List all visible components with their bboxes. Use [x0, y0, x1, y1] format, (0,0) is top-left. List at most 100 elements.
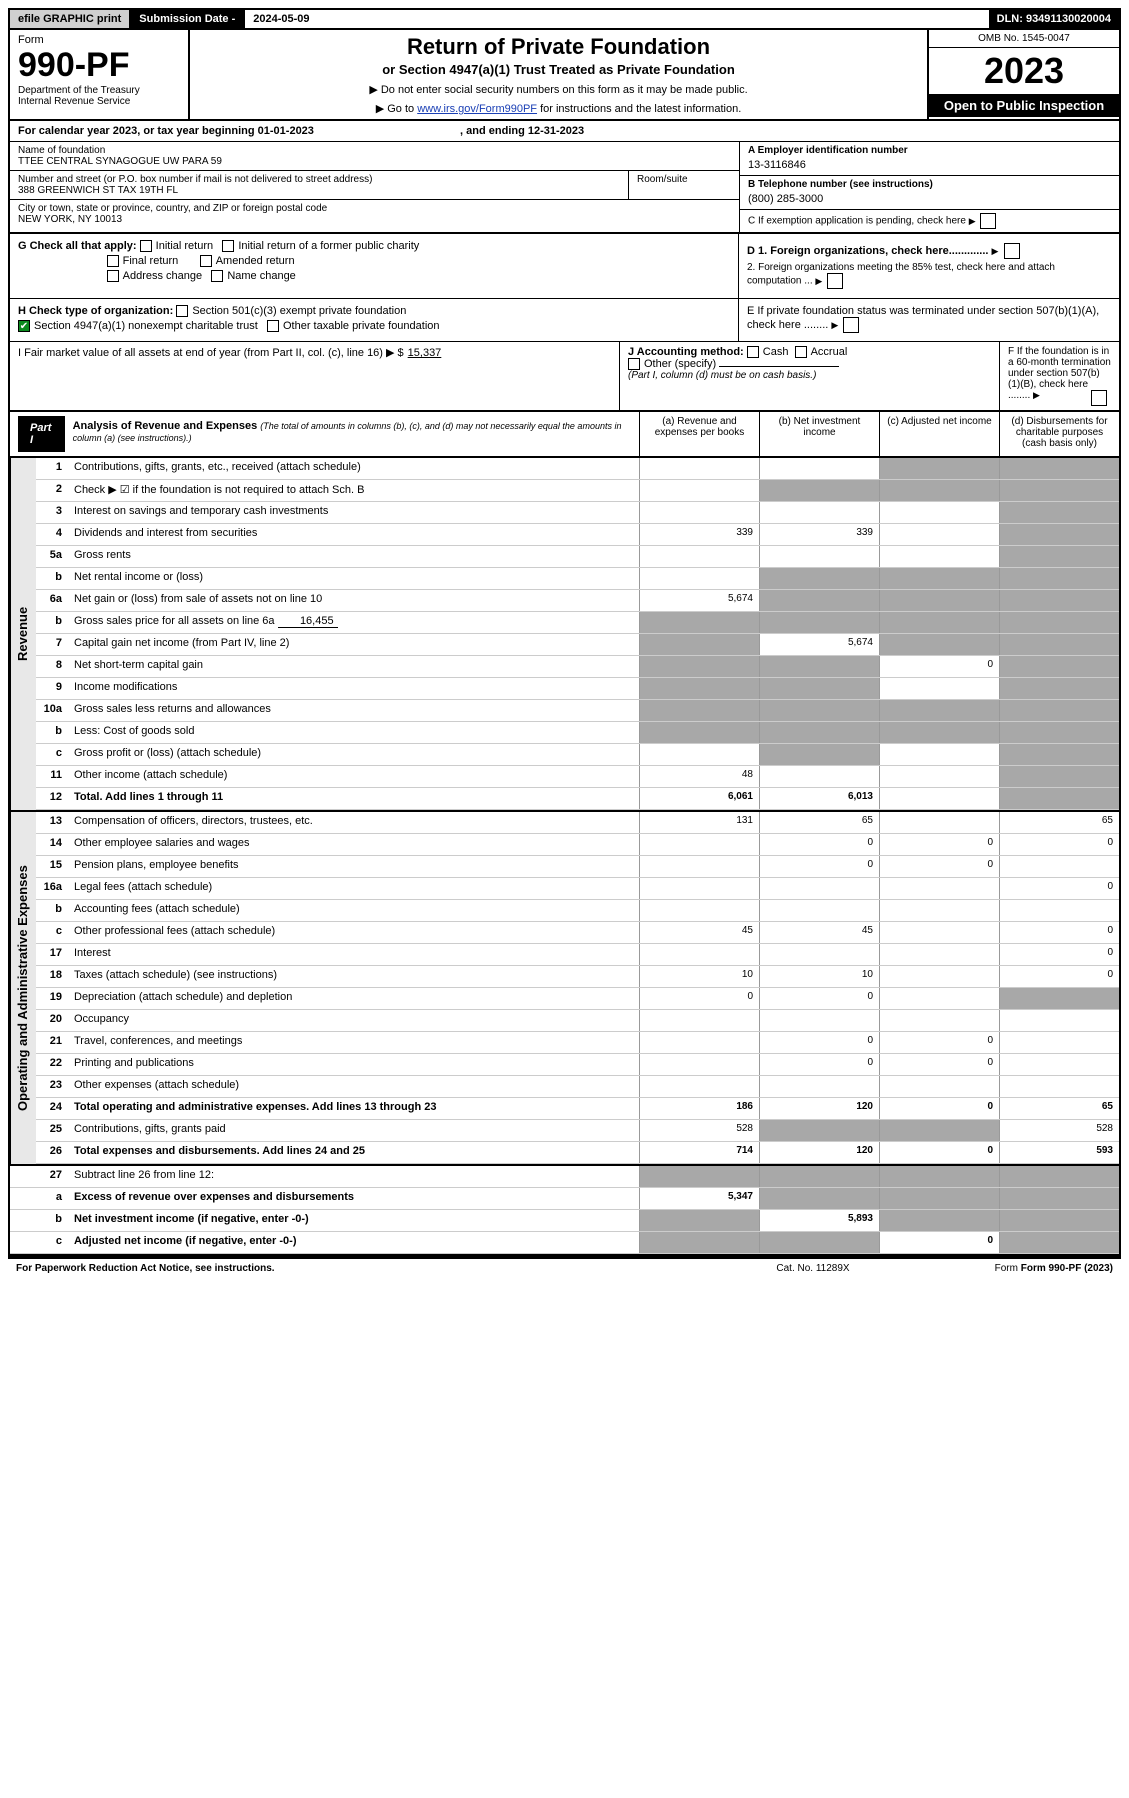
- row-num: 20: [36, 1010, 68, 1031]
- e-checkbox[interactable]: [843, 317, 859, 333]
- amended-return-chk[interactable]: [200, 255, 212, 267]
- row-desc: Check ▶ ☑ if the foundation is not requi…: [68, 480, 639, 501]
- 4947a1-chk[interactable]: ✔: [18, 320, 30, 332]
- row-desc: Dividends and interest from securities: [68, 524, 639, 545]
- row-num: 18: [36, 966, 68, 987]
- form-word: Form: [18, 34, 180, 46]
- d-foreign-section: D 1. Foreign organizations, check here..…: [739, 234, 1119, 298]
- row-desc: Capital gain net income (from Part IV, l…: [68, 634, 639, 655]
- cell-shaded: [879, 634, 999, 655]
- phone-value: (800) 285-3000: [740, 193, 1119, 210]
- f-checkbox[interactable]: [1091, 390, 1107, 406]
- cell-shaded: [759, 744, 879, 765]
- revenue-table: Revenue 1Contributions, gifts, grants, e…: [10, 458, 1119, 810]
- cell-value: 131: [639, 812, 759, 833]
- cell-value: 0: [879, 1232, 999, 1253]
- d2-checkbox[interactable]: [827, 273, 843, 289]
- initial-former-chk[interactable]: [222, 240, 234, 252]
- cell-shaded: [759, 590, 879, 611]
- ein-value: 13-3116846: [740, 159, 1119, 176]
- table-row: 20Occupancy: [36, 1010, 1119, 1032]
- table-row: 26Total expenses and disbursements. Add …: [36, 1142, 1119, 1164]
- row-num: 21: [36, 1032, 68, 1053]
- table-row: bLess: Cost of goods sold: [36, 722, 1119, 744]
- cell-value: [999, 856, 1119, 877]
- irs-link[interactable]: www.irs.gov/Form990PF: [417, 103, 537, 115]
- cell-shaded: [759, 1188, 879, 1209]
- c-checkbox[interactable]: [980, 213, 996, 229]
- cell-shaded: [759, 1120, 879, 1141]
- cell-value: 5,347: [639, 1188, 759, 1209]
- row-desc: Interest: [68, 944, 639, 965]
- row-num: b: [36, 612, 68, 633]
- row-num: 9: [36, 678, 68, 699]
- cell-shaded: [639, 1232, 759, 1253]
- row-num: 11: [36, 766, 68, 787]
- row-desc: Less: Cost of goods sold: [68, 722, 639, 743]
- cell-shaded: [999, 988, 1119, 1009]
- row-num: c: [36, 922, 68, 943]
- efile-label[interactable]: efile GRAPHIC print: [10, 10, 131, 28]
- cell-value: [999, 1010, 1119, 1031]
- cash-chk[interactable]: [747, 346, 759, 358]
- cell-value: [639, 1032, 759, 1053]
- row-num: 3: [36, 502, 68, 523]
- cell-value: [879, 744, 999, 765]
- initial-return-chk[interactable]: [140, 240, 152, 252]
- cell-value: 593: [999, 1142, 1119, 1163]
- cell-shaded: [879, 590, 999, 611]
- row-num: 12: [36, 788, 68, 809]
- cell-shaded: [879, 1166, 999, 1187]
- cell-value: [639, 458, 759, 479]
- cell-value: 45: [759, 922, 879, 943]
- cell-shaded: [999, 634, 1119, 655]
- d1-checkbox[interactable]: [1004, 243, 1020, 259]
- cell-value: 0: [879, 856, 999, 877]
- ein-label: A Employer identification number: [748, 145, 908, 156]
- address-change-chk[interactable]: [107, 270, 119, 282]
- row-desc: Other expenses (attach schedule): [68, 1076, 639, 1097]
- city-value: NEW YORK, NY 10013: [18, 214, 731, 225]
- row-desc: Interest on savings and temporary cash i…: [68, 502, 639, 523]
- table-row: 10aGross sales less returns and allowanc…: [36, 700, 1119, 722]
- cell-value: [639, 834, 759, 855]
- cell-value: [999, 900, 1119, 921]
- table-row: aExcess of revenue over expenses and dis…: [10, 1188, 1119, 1210]
- row-num: 2: [36, 480, 68, 501]
- cell-value: 0: [759, 834, 879, 855]
- table-row: bNet investment income (if negative, ent…: [10, 1210, 1119, 1232]
- cell-shaded: [759, 480, 879, 501]
- table-row: 14Other employee salaries and wages000: [36, 834, 1119, 856]
- accrual-chk[interactable]: [795, 346, 807, 358]
- cell-value: 0: [999, 878, 1119, 899]
- table-row: 6aNet gain or (loss) from sale of assets…: [36, 590, 1119, 612]
- final-return-chk[interactable]: [107, 255, 119, 267]
- cell-value: [879, 988, 999, 1009]
- other-method-chk[interactable]: [628, 358, 640, 370]
- cell-value: [639, 944, 759, 965]
- cell-shaded: [999, 700, 1119, 721]
- row-desc: Travel, conferences, and meetings: [68, 1032, 639, 1053]
- table-row: 13Compensation of officers, directors, t…: [36, 812, 1119, 834]
- cell-value: 10: [639, 966, 759, 987]
- cell-value: [879, 546, 999, 567]
- cell-shaded: [639, 612, 759, 633]
- cell-shaded: [759, 1232, 879, 1253]
- cell-value: [639, 546, 759, 567]
- cell-shaded: [879, 700, 999, 721]
- cell-value: [639, 1010, 759, 1031]
- table-row: 16aLegal fees (attach schedule)0: [36, 878, 1119, 900]
- name-change-chk[interactable]: [211, 270, 223, 282]
- cell-value: 0: [639, 988, 759, 1009]
- cell-shaded: [759, 656, 879, 677]
- row-desc: Compensation of officers, directors, tru…: [68, 812, 639, 833]
- cell-value: [999, 1054, 1119, 1075]
- cell-value: 339: [759, 524, 879, 545]
- paperwork-notice: For Paperwork Reduction Act Notice, see …: [16, 1263, 713, 1274]
- other-taxable-chk[interactable]: [267, 320, 279, 332]
- row-num: 6a: [36, 590, 68, 611]
- expenses-table: Operating and Administrative Expenses 13…: [10, 810, 1119, 1164]
- row-desc: Net rental income or (loss): [68, 568, 639, 589]
- cell-value: [759, 944, 879, 965]
- 501c3-chk[interactable]: [176, 305, 188, 317]
